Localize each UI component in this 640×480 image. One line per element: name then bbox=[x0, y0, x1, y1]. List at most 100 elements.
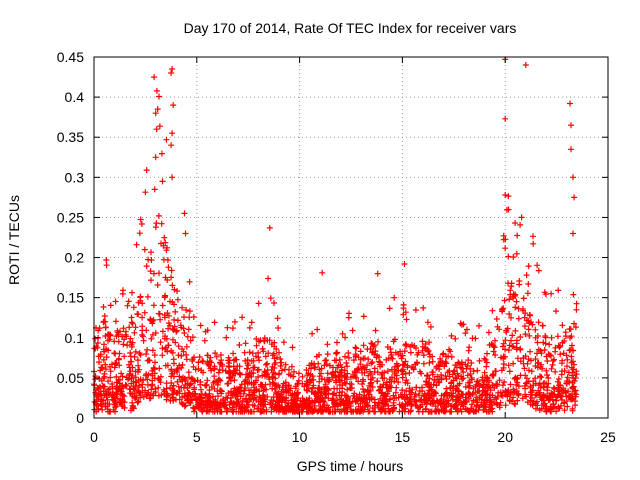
data-point bbox=[432, 389, 438, 396]
data-point bbox=[348, 374, 354, 381]
data-point bbox=[465, 391, 472, 397]
data-point bbox=[159, 352, 166, 359]
data-point bbox=[498, 392, 505, 399]
data-point bbox=[450, 383, 457, 390]
data-point bbox=[224, 380, 231, 387]
data-point bbox=[561, 407, 568, 414]
data-point bbox=[417, 397, 424, 404]
data-point bbox=[438, 392, 445, 399]
data-point bbox=[131, 329, 138, 336]
data-point bbox=[269, 401, 276, 408]
data-point bbox=[464, 326, 470, 333]
data-point bbox=[545, 375, 552, 381]
data-point bbox=[274, 354, 280, 361]
data-point bbox=[143, 327, 150, 334]
data-point bbox=[341, 379, 348, 386]
data-point bbox=[257, 337, 264, 344]
data-point bbox=[420, 304, 427, 311]
data-point bbox=[112, 401, 119, 408]
data-point bbox=[268, 408, 275, 415]
data-point bbox=[174, 288, 181, 294]
data-point bbox=[512, 327, 519, 334]
data-point bbox=[568, 353, 575, 360]
data-point bbox=[526, 367, 532, 374]
data-point bbox=[202, 382, 209, 389]
data-point bbox=[375, 338, 381, 345]
data-point bbox=[143, 263, 150, 270]
data-point bbox=[476, 388, 482, 394]
data-point bbox=[169, 391, 175, 398]
y-tick-label: 0 bbox=[76, 410, 84, 426]
y-tick-label: 0.3 bbox=[65, 169, 85, 185]
data-point bbox=[259, 345, 266, 352]
data-point bbox=[322, 357, 329, 364]
data-point bbox=[386, 305, 393, 312]
data-point bbox=[322, 394, 328, 401]
data-point bbox=[170, 382, 177, 389]
data-point bbox=[513, 344, 520, 351]
data-point bbox=[143, 351, 150, 357]
data-point bbox=[100, 356, 107, 363]
data-point bbox=[492, 352, 499, 358]
data-point bbox=[390, 406, 397, 413]
data-point bbox=[354, 408, 361, 415]
data-point bbox=[452, 335, 459, 342]
data-point bbox=[94, 344, 101, 351]
data-point bbox=[181, 330, 188, 336]
data-point bbox=[433, 363, 440, 370]
data-point bbox=[532, 392, 539, 399]
data-point bbox=[174, 389, 181, 396]
data-point bbox=[544, 384, 551, 391]
data-point bbox=[204, 327, 211, 334]
data-point bbox=[119, 392, 126, 399]
data-point bbox=[176, 362, 183, 369]
data-point bbox=[369, 348, 376, 355]
data-point bbox=[160, 256, 167, 263]
data-point bbox=[230, 390, 237, 397]
data-point bbox=[101, 341, 107, 348]
data-point bbox=[201, 337, 208, 344]
data-point bbox=[339, 372, 345, 379]
data-point bbox=[141, 309, 148, 316]
data-point bbox=[157, 339, 164, 346]
data-point bbox=[256, 357, 263, 364]
data-point bbox=[502, 402, 509, 409]
data-point bbox=[169, 336, 176, 343]
data-point bbox=[155, 392, 162, 399]
data-point bbox=[164, 362, 171, 369]
data-point bbox=[427, 384, 434, 391]
data-point bbox=[517, 221, 524, 228]
data-point bbox=[285, 382, 292, 389]
data-point bbox=[119, 290, 126, 297]
data-point bbox=[143, 167, 150, 174]
data-point bbox=[268, 366, 275, 373]
data-point bbox=[430, 399, 436, 406]
data-point bbox=[175, 352, 182, 359]
data-point bbox=[293, 404, 300, 411]
data-point bbox=[507, 389, 514, 396]
data-point bbox=[169, 66, 176, 72]
data-point bbox=[395, 394, 402, 401]
data-point bbox=[169, 326, 176, 333]
data-point bbox=[510, 394, 517, 401]
data-point bbox=[552, 368, 559, 375]
data-point bbox=[403, 316, 410, 323]
data-point bbox=[402, 405, 409, 412]
data-point bbox=[139, 331, 146, 338]
data-point bbox=[557, 351, 564, 358]
data-point bbox=[420, 393, 427, 400]
data-point bbox=[500, 340, 507, 347]
data-point bbox=[279, 384, 286, 391]
data-point bbox=[505, 347, 512, 354]
data-point bbox=[517, 334, 524, 340]
data-point bbox=[369, 374, 376, 381]
data-point bbox=[191, 408, 198, 415]
data-point bbox=[539, 365, 546, 372]
data-point bbox=[295, 370, 302, 377]
data-point bbox=[520, 360, 527, 367]
data-point bbox=[453, 375, 460, 382]
data-point bbox=[451, 403, 458, 409]
data-point bbox=[115, 338, 122, 345]
data-point bbox=[261, 338, 268, 345]
data-point bbox=[249, 350, 256, 357]
